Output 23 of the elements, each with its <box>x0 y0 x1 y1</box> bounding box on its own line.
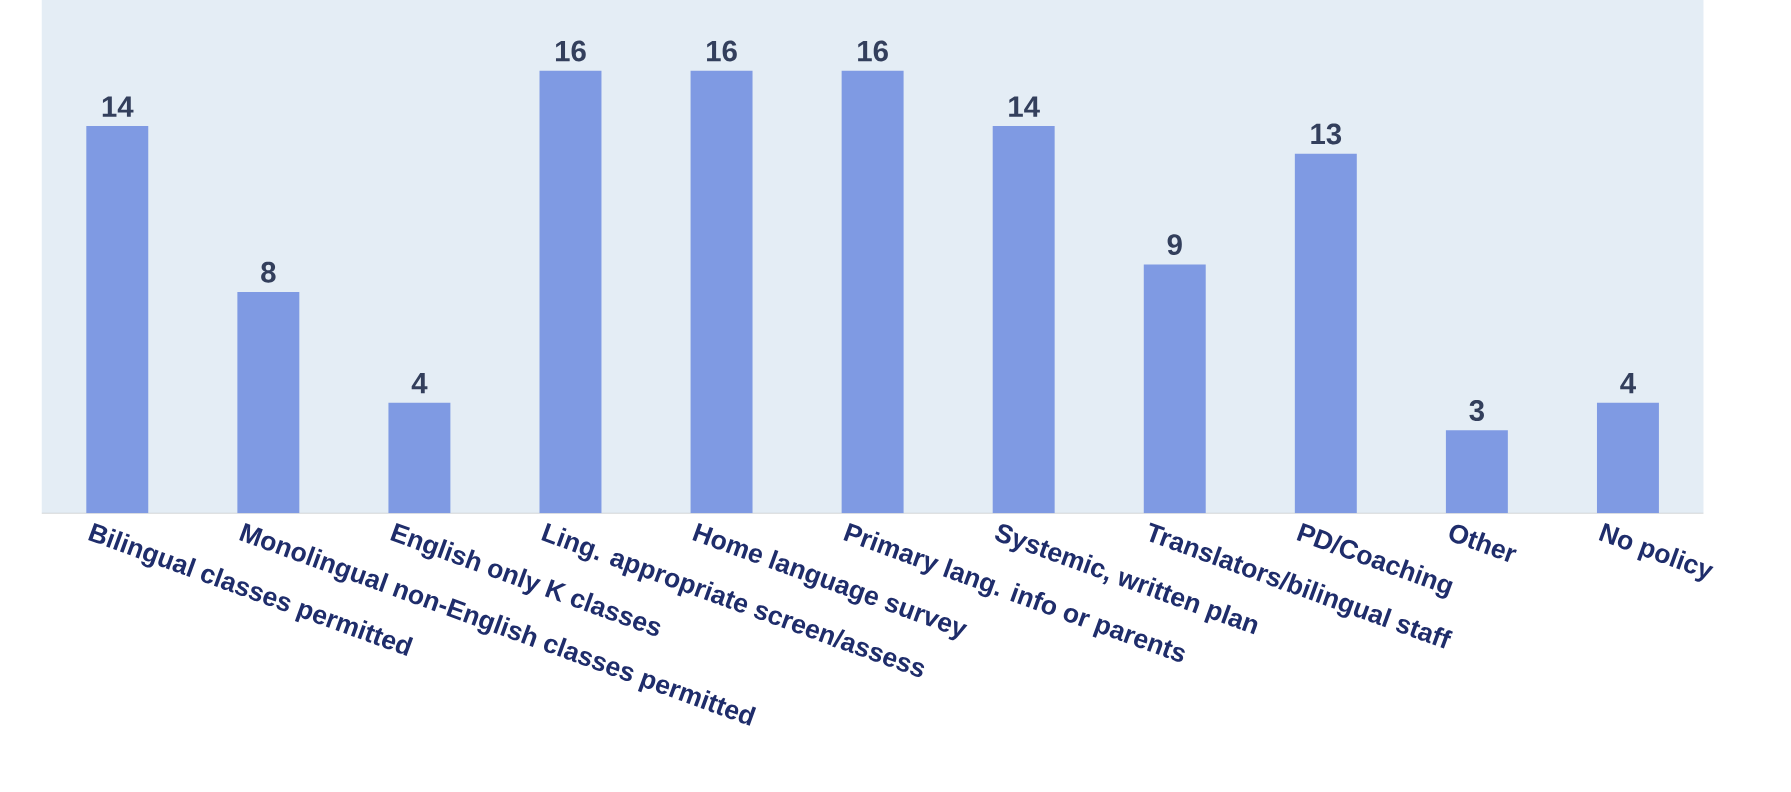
data-label: 14 <box>1009 96 1040 117</box>
bar <box>1143 264 1206 514</box>
bar <box>1445 430 1508 514</box>
data-label: 4 <box>411 373 428 394</box>
data-label: 9 <box>1167 234 1182 256</box>
bar <box>1596 402 1659 514</box>
bar <box>388 402 451 514</box>
bar <box>1294 153 1357 514</box>
x-tick-label: No policy <box>1598 523 1714 583</box>
data-label: 3 <box>1469 400 1484 422</box>
data-label: 14 <box>102 96 134 117</box>
bar <box>690 71 753 514</box>
data-label: 4 <box>1620 373 1636 394</box>
bar <box>841 71 904 514</box>
bar <box>86 126 149 514</box>
data-label: 8 <box>261 262 276 283</box>
data-label: 16 <box>555 40 586 62</box>
bar <box>237 292 300 514</box>
bar <box>992 126 1055 514</box>
data-label: 16 <box>707 40 737 62</box>
data-label: 13 <box>1311 123 1342 145</box>
bar <box>539 71 602 514</box>
data-label: 16 <box>858 40 888 62</box>
